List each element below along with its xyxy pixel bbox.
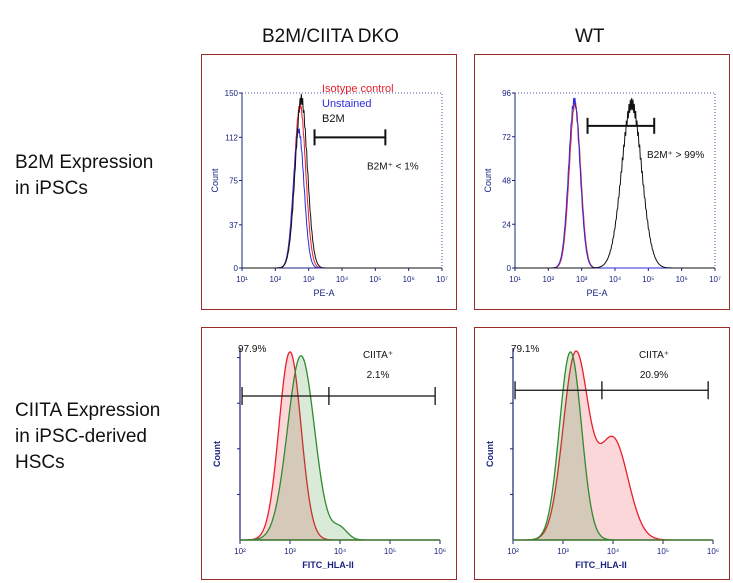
- x-tick-label: 10⁶: [403, 275, 415, 284]
- x-tick-label: 10²: [507, 547, 519, 556]
- chart-ciita-wt: 10² 10³ 10⁴ 10⁵ 10⁶ FITC_HLA-II Count 79.1% CIIT…: [485, 344, 719, 570]
- histogram-series-hla-ii: [240, 354, 440, 541]
- legend-entry: B2M: [322, 113, 345, 125]
- legend-entry: Unstained: [322, 98, 372, 110]
- x-tick-label: 10⁶: [676, 275, 688, 284]
- panel-ciita-dko: 10² 10³ 10⁴ 10⁵ 10⁶ FITC_HLA-II Count 97.9% CIIT…: [201, 327, 457, 580]
- x-tick-label: 10⁴: [336, 275, 349, 284]
- histogram-series-unstained: [515, 97, 715, 269]
- y-tick-label: 24: [502, 220, 511, 229]
- x-tick-label: 10⁵: [657, 547, 669, 556]
- y-tick-label: 150: [225, 89, 239, 98]
- x-tick-label: 10³: [576, 275, 588, 284]
- x-tick-label: 10⁴: [607, 547, 620, 556]
- panel-b2m-wt: 0 24 48 72 96 10¹ 10² 10³ 10⁴ 10⁵ 10⁶ 10⁷ PE-A Count B…: [474, 54, 730, 310]
- gate-right-title: CIITA⁺: [639, 350, 669, 361]
- x-tick-label: 10⁶: [434, 547, 446, 556]
- legend-entry: Isotype control: [322, 83, 394, 95]
- gate-label: B2M⁺ < 1%: [367, 161, 419, 172]
- histogram-series-isotype-control: [515, 102, 715, 269]
- histogram-series-isotype-control: [242, 102, 442, 269]
- y-tick-label: 37: [229, 221, 238, 230]
- y-axis-label: Count: [210, 168, 220, 193]
- x-axis-label: FITC_HLA-II: [302, 560, 354, 570]
- x-tick-label: 10⁷: [436, 275, 448, 284]
- histogram-series-b2m: [242, 93, 442, 269]
- y-tick-label: 0: [507, 264, 512, 273]
- chart-b2m-wt: 0 24 48 72 96 10¹ 10² 10³ 10⁴ 10⁵ 10⁶ 10⁷ PE-A Count B…: [483, 89, 721, 298]
- x-axis-label: FITC_HLA-II: [575, 560, 627, 570]
- column-header-dko: B2M/CIITA DKO: [262, 26, 399, 47]
- gate-left-percentage: 79.1%: [511, 344, 539, 355]
- row-label-ciita-line3: HSCs: [15, 452, 65, 473]
- row-label-ciita-line1: CIITA Expression: [15, 400, 161, 421]
- x-tick-label: 10³: [303, 275, 315, 284]
- y-tick-label: 75: [229, 177, 238, 186]
- gate-right-percentage: 20.9%: [640, 370, 668, 381]
- x-tick-label: 10⁵: [369, 275, 381, 284]
- y-tick-label: 0: [234, 264, 239, 273]
- row-label-ciita-line2: in iPSC-derived: [15, 426, 147, 447]
- chart-ciita-dko: 10² 10³ 10⁴ 10⁵ 10⁶ FITC_HLA-II Count 97.9% CIIT…: [212, 344, 446, 570]
- gate-label: B2M⁺ > 99%: [647, 150, 704, 161]
- y-axis-label: Count: [483, 168, 493, 193]
- x-tick-label: 10⁴: [334, 547, 347, 556]
- x-tick-label: 10⁶: [707, 547, 719, 556]
- gate-right-percentage: 2.1%: [367, 370, 390, 381]
- chart-b2m-dko: 0 37 75 112 150 10¹ 10² 10³ 10⁴ 10⁵ 10⁶ 10⁷ PE-A Coun…: [210, 83, 448, 298]
- x-tick-label: 10¹: [509, 275, 521, 284]
- row-label-b2m: B2M Expression in iPSCs: [15, 150, 153, 202]
- row-label-b2m-line1: B2M Expression: [15, 152, 154, 173]
- panel-ciita-wt: 10² 10³ 10⁴ 10⁵ 10⁶ FITC_HLA-II Count 79.1% CIIT…: [474, 327, 730, 580]
- row-label-ciita: CIITA Expression in iPSC-derived HSCs: [15, 398, 160, 476]
- x-tick-label: 10²: [234, 547, 246, 556]
- histogram-series-isotype-control: [513, 351, 713, 541]
- y-tick-label: 72: [502, 133, 511, 142]
- y-tick-label: 96: [502, 89, 511, 98]
- column-header-wt: WT: [575, 26, 605, 47]
- histogram-series-b2m: [515, 97, 715, 269]
- x-tick-label: 10²: [543, 275, 555, 284]
- x-tick-label: 10⁷: [709, 275, 721, 284]
- y-axis-label: Count: [485, 441, 495, 467]
- histogram-series-hla-ii: [513, 350, 713, 541]
- x-tick-label: 10²: [270, 275, 282, 284]
- x-tick-label: 10⁴: [609, 275, 622, 284]
- panel-b2m-dko: 0 37 75 112 150 10¹ 10² 10³ 10⁴ 10⁵ 10⁶ 10⁷ PE-A Coun…: [201, 54, 457, 310]
- y-tick-label: 112: [225, 133, 238, 142]
- x-tick-label: 10⁵: [642, 275, 654, 284]
- x-axis-label: PE-A: [313, 288, 334, 298]
- x-tick-label: 10³: [557, 547, 569, 556]
- x-tick-label: 10¹: [236, 275, 248, 284]
- y-tick-label: 48: [502, 177, 511, 186]
- gate-left-percentage: 97.9%: [238, 344, 266, 355]
- x-tick-label: 10³: [284, 547, 296, 556]
- histogram-series-isotype-control: [240, 350, 440, 541]
- histogram-series-unstained: [242, 128, 442, 269]
- plot-frame: [514, 92, 716, 269]
- x-tick-label: 10⁵: [384, 547, 396, 556]
- x-axis-label: PE-A: [586, 288, 607, 298]
- gate-right-title: CIITA⁺: [363, 350, 393, 361]
- y-axis-label: Count: [212, 441, 222, 467]
- row-label-b2m-line2: in iPSCs: [15, 178, 88, 199]
